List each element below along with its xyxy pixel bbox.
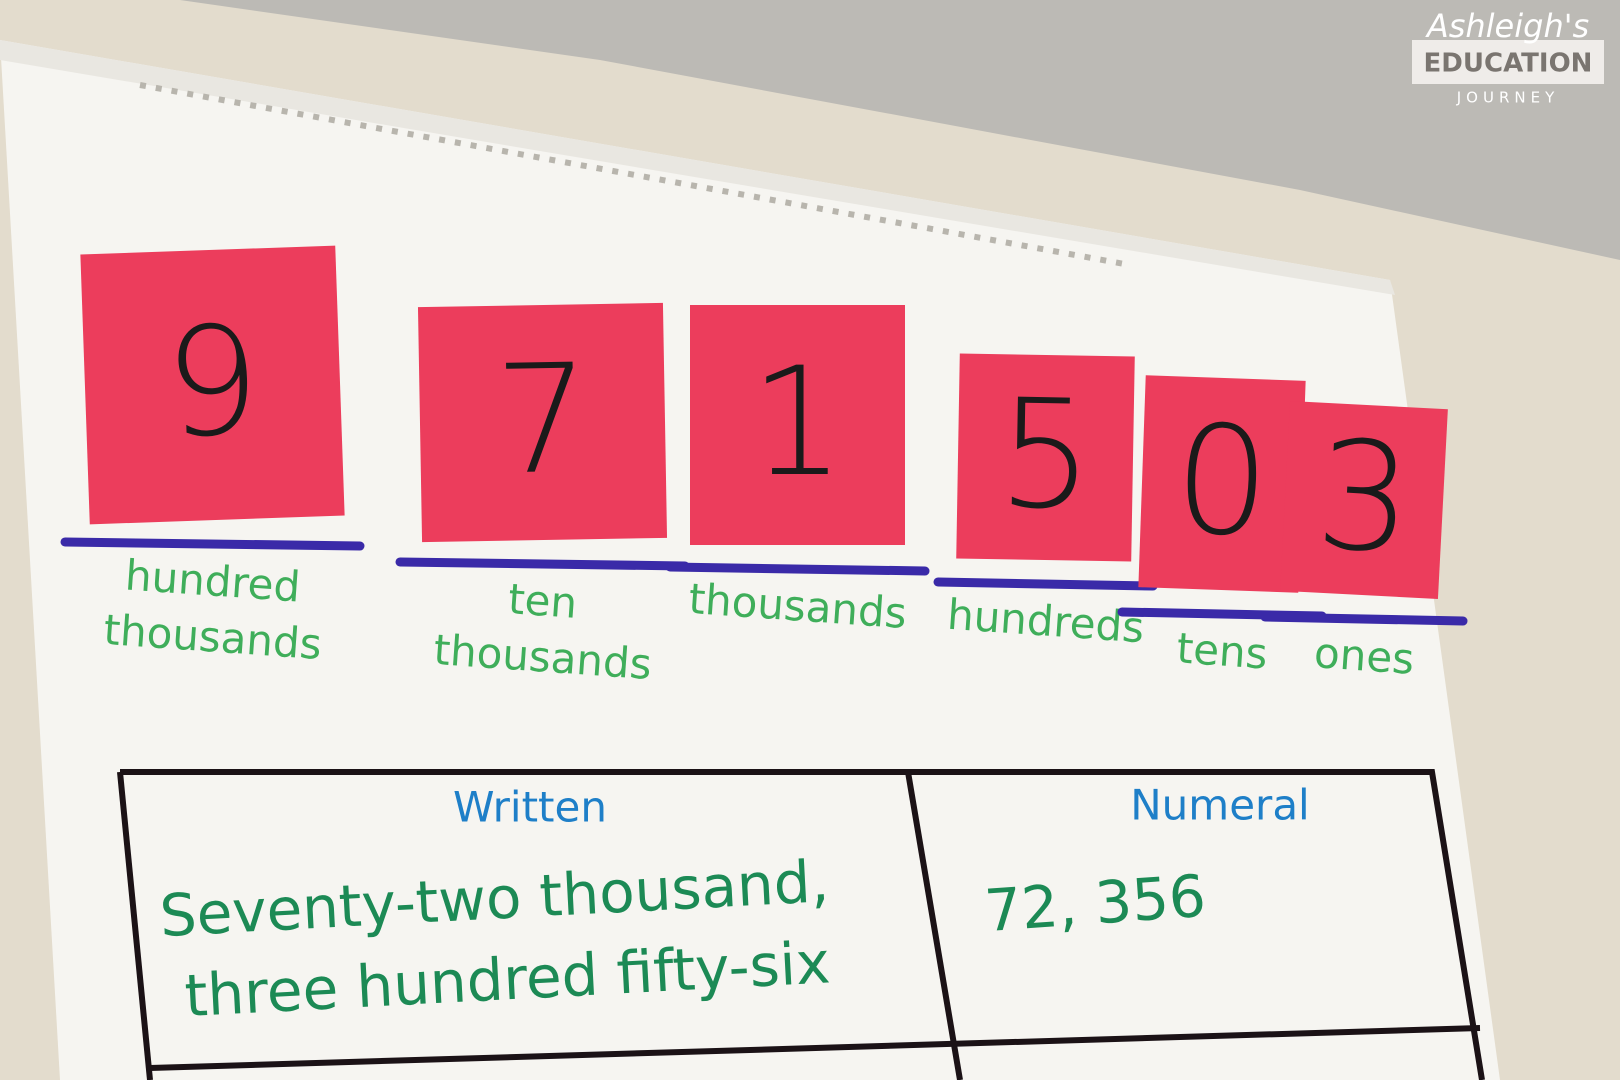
header-written: Written xyxy=(453,783,607,832)
chart-paper xyxy=(0,40,1500,1080)
paper-edge xyxy=(0,40,1395,295)
sticky-note: 9 xyxy=(80,245,345,525)
place-label: ten xyxy=(507,574,579,628)
note-paper xyxy=(956,353,1135,562)
note-paper xyxy=(80,245,345,525)
logo-line1: EDUCATION xyxy=(1424,49,1593,79)
digit: 0 xyxy=(1171,393,1272,570)
table-left xyxy=(117,771,153,1080)
underline xyxy=(933,577,1158,591)
notes: 9hundredthousands7tenthousands1thousands… xyxy=(60,245,1468,689)
sticky-note: 5 xyxy=(956,353,1135,562)
note-paper xyxy=(417,302,668,543)
note-paper xyxy=(1280,400,1448,600)
digit: 7 xyxy=(493,333,591,509)
logo-name: Ashleigh's xyxy=(1425,7,1589,45)
underline xyxy=(395,557,690,571)
table-top xyxy=(120,769,1485,1080)
table-row-line xyxy=(149,1025,1481,1071)
header-numeral: Numeral xyxy=(1130,781,1309,830)
place-label: hundred xyxy=(124,550,302,611)
note-paper xyxy=(690,305,905,545)
logo-box xyxy=(1412,40,1604,84)
sticky-note: 1 xyxy=(690,305,905,545)
digit: 3 xyxy=(1312,409,1416,588)
digit: 5 xyxy=(996,368,1094,544)
place-label: tens xyxy=(1175,623,1269,678)
numeral: 72, 356 xyxy=(982,862,1208,945)
note-paper xyxy=(1138,375,1306,593)
digit: 1 xyxy=(750,336,845,510)
underline xyxy=(1260,612,1468,626)
underline xyxy=(665,562,930,576)
place-label: ones xyxy=(1313,628,1416,684)
table-divider xyxy=(905,771,963,1080)
whiteboard-rail xyxy=(180,0,1620,260)
sticky-note: 0 xyxy=(1138,375,1306,593)
sticky-note: 3 xyxy=(1280,400,1448,600)
table xyxy=(117,769,1485,1080)
underline xyxy=(60,537,365,551)
sticky-note: 7 xyxy=(417,302,668,543)
logo-line2: JOURNEY xyxy=(1456,89,1560,107)
digit: 9 xyxy=(162,294,263,471)
